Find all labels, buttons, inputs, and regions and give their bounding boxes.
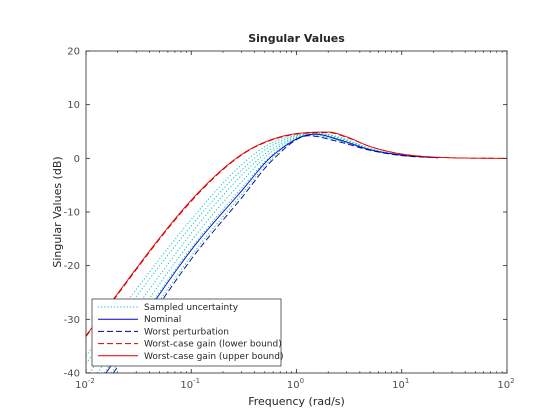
x-tick-label-4: 102: [497, 377, 514, 391]
x-tick-label-3: 101: [392, 377, 409, 391]
x-tick-label-0: 10-2: [75, 377, 95, 391]
series-1-curve-0: [105, 133, 438, 373]
x-tick-label-1: 10-1: [180, 377, 200, 391]
series-0-curve-4: [86, 133, 438, 364]
chart-title: Singular Values: [248, 32, 345, 45]
legend: Sampled uncertainty Nominal Worst perturba…: [91, 298, 283, 367]
y-tick-label-1: -30: [64, 315, 80, 326]
y-tick-label-6: 20: [67, 47, 80, 58]
y-tick-label-5: 10: [67, 100, 80, 111]
y-tick-label-0: -40: [64, 369, 80, 380]
x-axis-label: Frequency (rad/s): [248, 395, 345, 408]
series-4-curve-0: [86, 131, 507, 336]
x-tick-label-2: 100: [287, 377, 304, 391]
ticks-layer: 10-2 10-1 100 101 102 -40 -30 -20 -10 0 10 20: [64, 47, 515, 392]
legend-label-3: Worst-case gain (lower bound): [144, 340, 282, 350]
y-tick-label-4: 0: [74, 154, 80, 165]
curves-layer: [86, 131, 507, 373]
legend-box: [91, 298, 282, 367]
legend-label-1: Nominal: [144, 315, 181, 325]
legend-label-0: Sampled uncertainty: [144, 303, 239, 313]
y-axis-label: Singular Values (dB): [51, 156, 64, 267]
legend-label-2: Worst perturbation: [144, 327, 229, 337]
y-tick-label-2: -20: [64, 261, 80, 272]
y-tick-label-3: -10: [64, 208, 80, 219]
series-2-curve-0: [112, 135, 438, 373]
legend-label-4: Worst-case gain (upper bound): [144, 352, 283, 362]
